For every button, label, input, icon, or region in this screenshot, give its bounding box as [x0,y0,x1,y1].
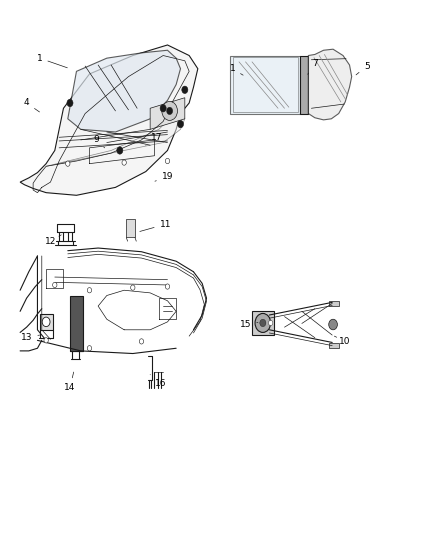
Circle shape [328,319,337,330]
Text: 10: 10 [334,336,350,346]
Text: 1: 1 [37,54,67,68]
Circle shape [268,320,272,326]
Circle shape [165,158,169,164]
Polygon shape [67,50,180,132]
Text: 15: 15 [239,320,258,329]
Polygon shape [230,55,299,114]
Polygon shape [126,219,134,238]
Circle shape [44,338,48,343]
Text: 11: 11 [139,220,171,231]
Circle shape [87,288,92,293]
Polygon shape [251,311,273,335]
Polygon shape [39,314,53,330]
Circle shape [259,319,265,327]
Circle shape [122,160,126,165]
Polygon shape [46,108,184,166]
Circle shape [42,317,50,327]
Circle shape [254,313,270,333]
Text: 14: 14 [64,372,75,392]
Circle shape [139,339,143,344]
Text: 5: 5 [355,62,369,75]
Text: 13: 13 [21,333,39,342]
Text: 9: 9 [93,135,104,148]
Polygon shape [307,49,351,120]
Text: 19: 19 [155,172,173,181]
Circle shape [87,345,92,351]
Circle shape [166,107,172,115]
Circle shape [162,101,177,120]
Text: 16: 16 [150,375,166,388]
Circle shape [131,285,134,290]
Circle shape [165,284,169,289]
Circle shape [67,99,73,107]
Circle shape [117,147,123,154]
Circle shape [65,161,70,166]
Polygon shape [328,301,338,306]
Polygon shape [20,45,198,195]
Text: 7: 7 [307,59,317,74]
Text: 1: 1 [229,64,243,75]
Circle shape [177,120,183,128]
Text: 17: 17 [145,133,162,145]
Polygon shape [328,343,338,348]
Circle shape [181,86,187,93]
Text: 4: 4 [24,99,39,112]
Circle shape [160,104,166,112]
Text: 12: 12 [45,235,61,246]
Polygon shape [299,55,307,114]
Circle shape [53,282,57,288]
Polygon shape [150,98,184,130]
Polygon shape [70,295,83,351]
